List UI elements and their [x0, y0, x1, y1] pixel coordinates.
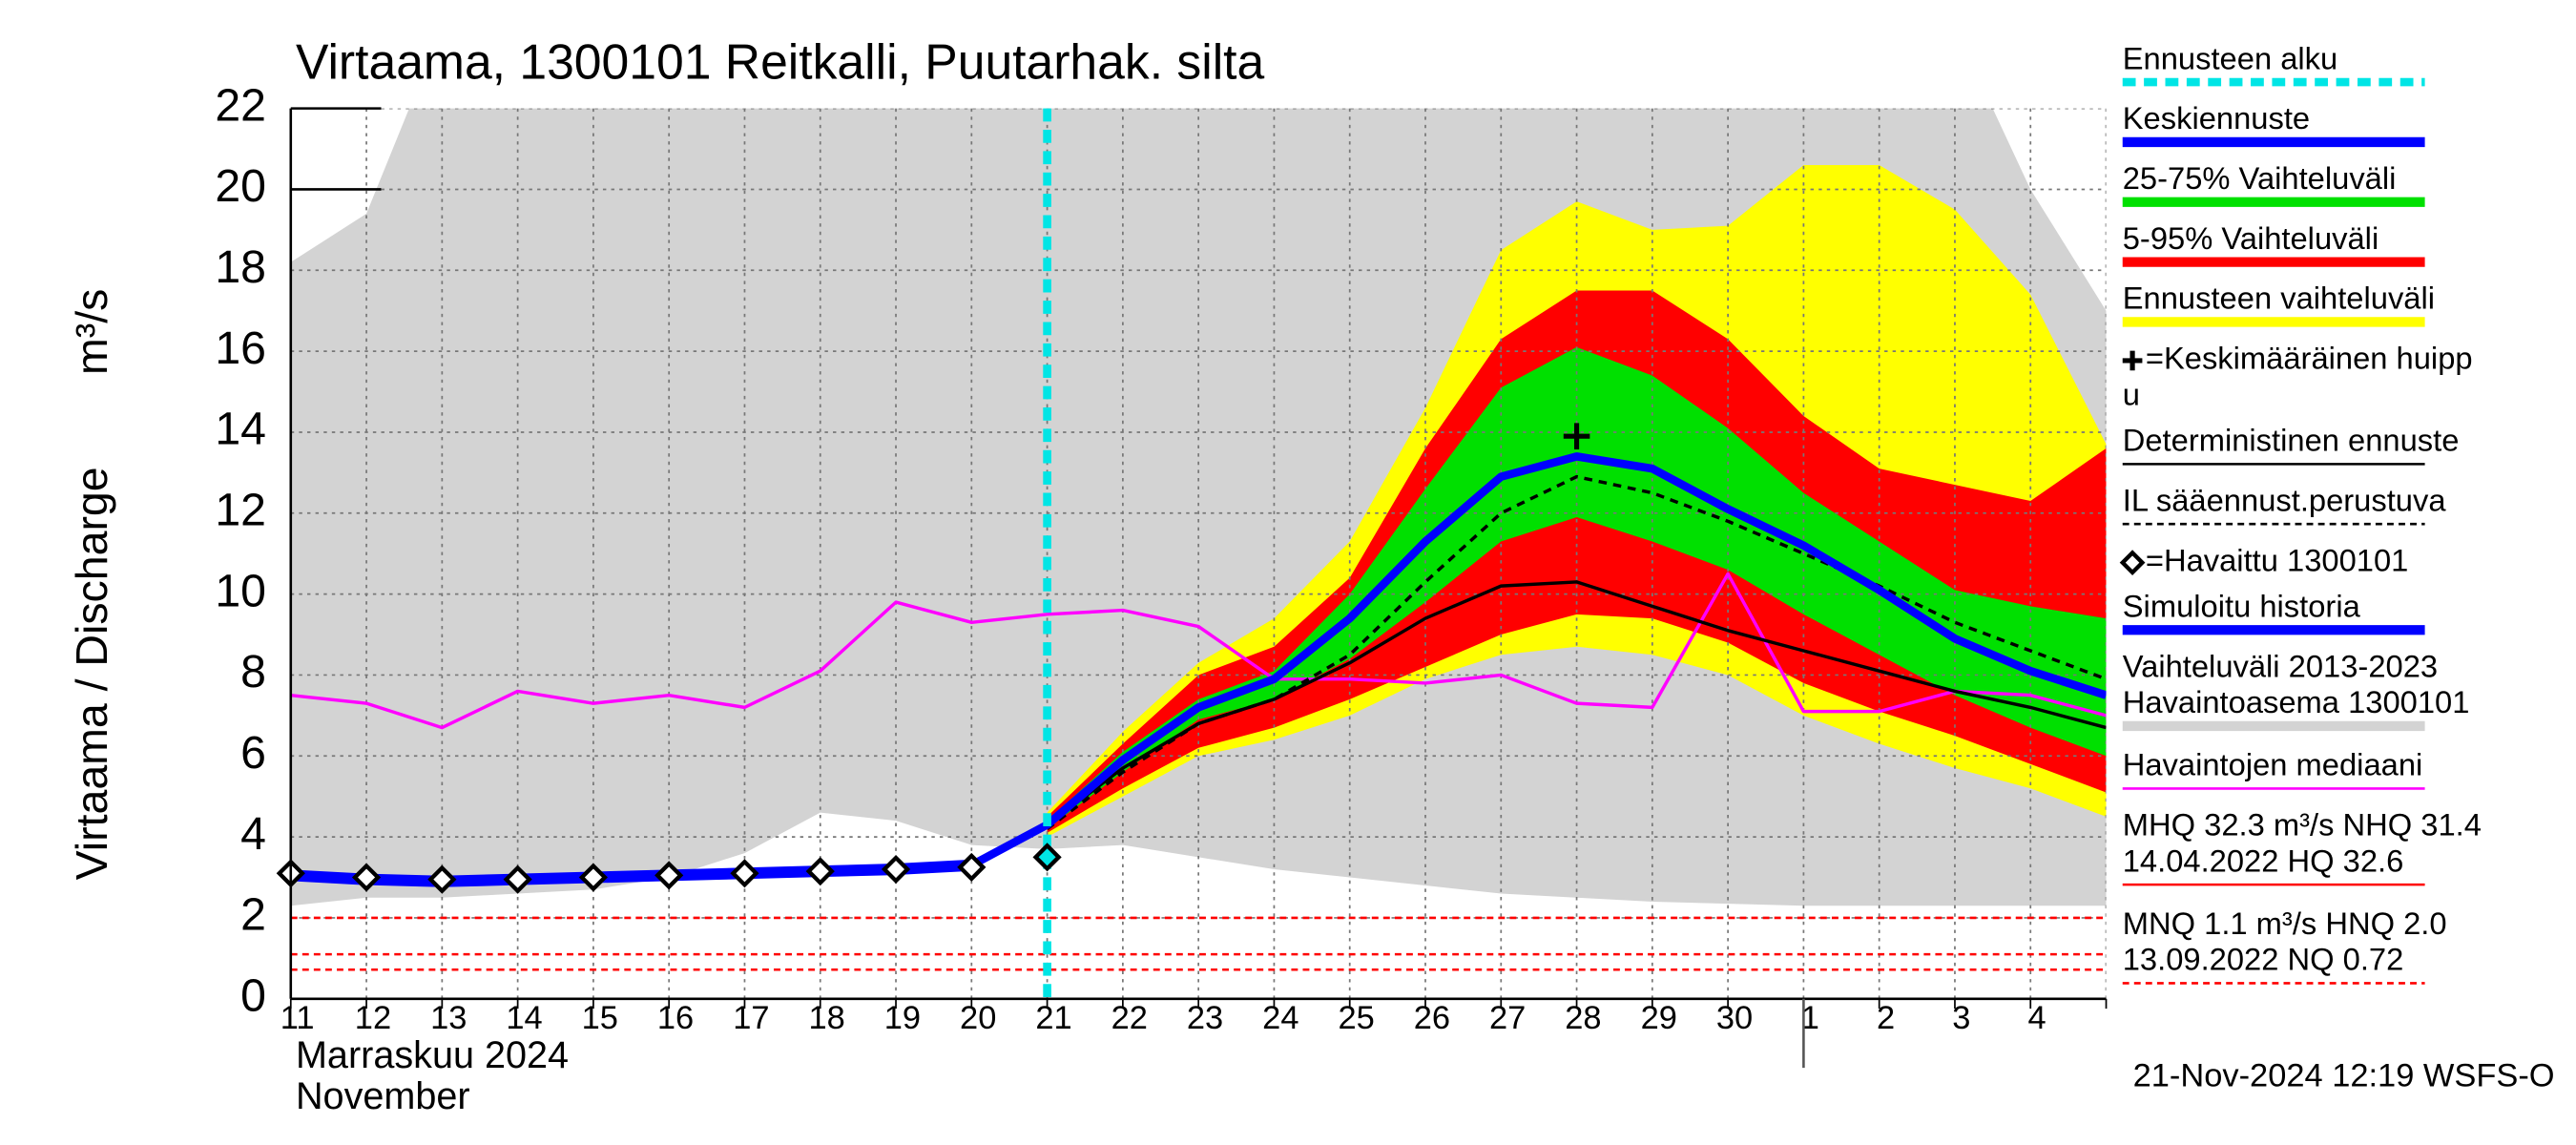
- x-tick-label: 18: [808, 1000, 844, 1036]
- x-tick-label: 22: [1111, 1000, 1148, 1036]
- legend-label: 13.09.2022 NQ 0.72: [2123, 942, 2404, 977]
- legend-label: Havaintojen mediaani: [2123, 747, 2423, 782]
- x-tick-label: 19: [884, 1000, 921, 1036]
- observed-point: [351, 863, 382, 892]
- y-tick-label: 22: [215, 79, 266, 131]
- legend-label: 5-95% Vaihteluväli: [2123, 220, 2379, 256]
- legend-label: Vaihteluväli 2013-2023: [2123, 648, 2438, 683]
- x-tick-label: 27: [1489, 1000, 1526, 1036]
- plot-area: [290, 108, 2107, 999]
- x-tick-label: 14: [506, 1000, 542, 1036]
- x-tick-label: 20: [960, 1000, 996, 1036]
- legend-label: Ennusteen alku: [2123, 40, 2337, 75]
- legend-marker: [2119, 550, 2146, 576]
- y-axis-label: Virtaama / Discharge: [67, 467, 116, 880]
- legend-label: IL sääennust.perustuva: [2123, 482, 2447, 517]
- line-series: [290, 572, 2107, 730]
- x-tick-label: 13: [430, 1000, 467, 1036]
- observed-point: [730, 859, 759, 888]
- x-tick-label: 29: [1641, 1000, 1677, 1036]
- legend-label: MNQ 1.1 m³/s HNQ 2.0: [2123, 906, 2447, 941]
- legend-label: MHQ 32.3 m³/s NHQ 31.4: [2123, 807, 2482, 843]
- observed-point: [578, 863, 609, 892]
- observed-point: [427, 864, 457, 894]
- timestamp: 21-Nov-2024 12:19 WSFS-O: [2133, 1058, 2555, 1094]
- x-tick-label: 17: [733, 1000, 769, 1036]
- y-tick-label: 10: [215, 565, 266, 616]
- y-axis-unit: m³/s: [67, 289, 116, 375]
- x-tick-label: 25: [1338, 1000, 1374, 1036]
- y-tick-label: 18: [215, 241, 266, 293]
- legend-label: u: [2123, 376, 2140, 411]
- axis-corner: [290, 107, 382, 191]
- x-tick-label: 21: [1035, 1000, 1071, 1036]
- x-tick-label: 2: [1877, 1000, 1895, 1036]
- x-tick-label: 24: [1262, 1000, 1298, 1036]
- observed-point: [654, 861, 684, 890]
- x-tick-label: 1: [1801, 1000, 1819, 1036]
- observed-point: [881, 854, 911, 885]
- y-tick-label: 0: [240, 970, 266, 1022]
- y-tick-label: 20: [215, 160, 266, 212]
- line-series: [1046, 474, 2107, 831]
- observed-point: [957, 852, 987, 883]
- month-label: November: [296, 1075, 470, 1117]
- line-series: [969, 452, 2107, 869]
- x-tick-label: 3: [1952, 1000, 1970, 1036]
- observed-point: [805, 857, 835, 886]
- y-tick-label: 8: [240, 646, 266, 697]
- peak-marker: [1563, 423, 1590, 449]
- x-tick-label: 30: [1716, 1000, 1753, 1036]
- legend-label: 25-75% Vaihteluväli: [2123, 160, 2397, 196]
- legend-label: =Keskimääräinen huipp: [2146, 341, 2473, 376]
- y-tick-label: 16: [215, 323, 266, 374]
- month-label: Marraskuu 2024: [296, 1034, 569, 1076]
- legend-label: Deterministinen ennuste: [2123, 423, 2460, 458]
- x-tick-label: 16: [657, 1000, 694, 1036]
- x-tick-label: 26: [1414, 1000, 1450, 1036]
- observed-point: [503, 864, 532, 894]
- legend-label: 14.04.2022 HQ 32.6: [2123, 843, 2404, 878]
- line-series: [290, 859, 972, 887]
- y-tick-label: 2: [240, 889, 266, 941]
- x-tick-label: 4: [2028, 1000, 2046, 1036]
- y-tick-label: 14: [215, 404, 266, 455]
- x-tick-label: 23: [1187, 1000, 1223, 1036]
- legend-marker: [2122, 350, 2143, 371]
- legend-label: Havaintoasema 1300101: [2123, 684, 2470, 719]
- legend-label: Ennusteen vaihteluväli: [2123, 281, 2435, 316]
- x-tick-label: 11: [280, 1000, 315, 1036]
- x-tick-label: 12: [355, 1000, 391, 1036]
- x-tick-label: 15: [582, 1000, 618, 1036]
- legend-label: =Havaittu 1300101: [2146, 542, 2409, 577]
- chart-title: Virtaama, 1300101 Reitkalli, Puutarhak. …: [296, 34, 1265, 90]
- x-tick-label: 28: [1565, 1000, 1601, 1036]
- legend-label: Keskiennuste: [2123, 100, 2310, 135]
- legend-label: Simuloitu historia: [2123, 589, 2361, 624]
- y-tick-label: 4: [240, 808, 266, 860]
- observed-point: [1032, 843, 1062, 872]
- y-tick-label: 12: [215, 485, 266, 536]
- y-tick-label: 6: [240, 727, 266, 779]
